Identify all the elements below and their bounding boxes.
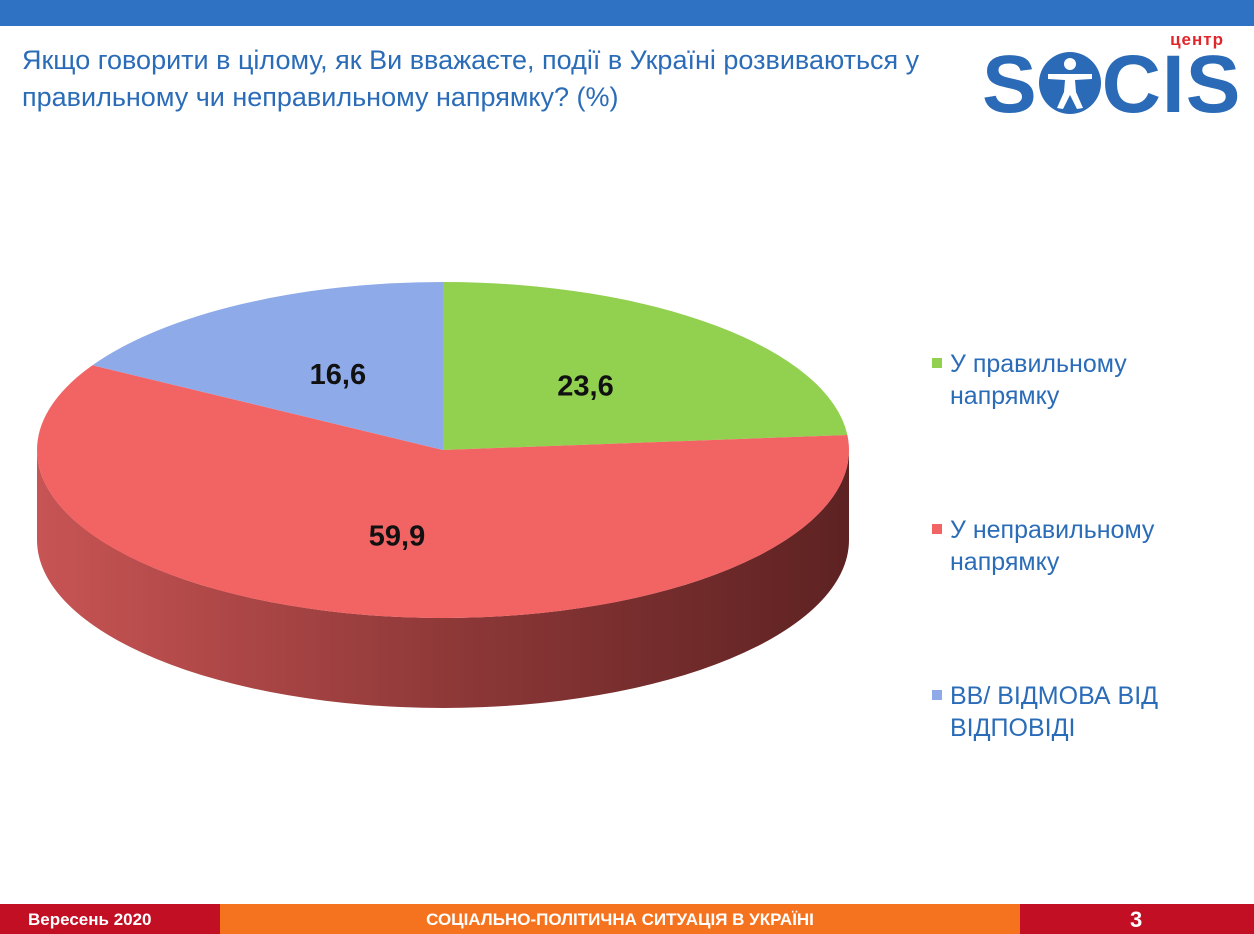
legend-label-line1: ВВ/ ВІДМОВА ВІД [950, 682, 1159, 710]
footer-section-title: СОЦІАЛЬНО-ПОЛІТИЧНА СИТУАЦІЯ В УКРАЇНІ [426, 910, 814, 929]
data-label-slice-no-answer: 16,6 [310, 359, 366, 391]
chart-title: Якщо говорити в цілому, як Ви вважаєте, … [22, 45, 920, 112]
slice-no-answer [92, 282, 444, 450]
slice-right-direction [443, 282, 848, 450]
footer-page-number: 3 [1130, 907, 1143, 932]
socis-logo: центр S CIS [982, 30, 1242, 130]
footer-date: Вересень 2020 [28, 910, 152, 929]
top-bar [0, 0, 1254, 26]
legend-swatch [932, 358, 942, 368]
legend-item-no-answer: ВВ/ ВІДМОВА ВІД ВІДПОВІДІ [930, 680, 1230, 790]
legend-item-right-direction: У правильному напрямку [930, 348, 1230, 458]
logo-wordmark: S CIS [982, 42, 1241, 128]
pie-data-labels: 23,6 59,9 16,6 [310, 359, 614, 552]
pie-slices [36, 282, 849, 619]
legend-swatch [932, 690, 942, 700]
legend-label-line2: ВІДПОВІДІ [950, 714, 1076, 742]
legend-label-line2: напрямку [950, 548, 1060, 576]
slice-wrong-direction [36, 365, 849, 619]
footer: Вересень 2020 СОЦІАЛЬНО-ПОЛІТИЧНА СИТУАЦ… [0, 904, 1254, 934]
legend-item-wrong-direction: У неправильному напрямку [930, 514, 1230, 624]
person-icon [1038, 52, 1101, 114]
legend: У правильному напрямку У неправильному нап… [930, 348, 1230, 742]
logo-letter-s: S [982, 39, 1038, 130]
legend-swatch [932, 524, 942, 534]
pie-chart: 23,6 59,9 16,6 [36, 282, 849, 708]
data-label-slice-right-direction: 23,6 [557, 371, 613, 403]
logo-letters-cis: CIS [1101, 39, 1242, 130]
legend-label-line2: напрямку [950, 382, 1060, 410]
pie-side-wall [37, 450, 849, 708]
logo-small-text: центр [1170, 30, 1224, 49]
legend-label-line1: У неправильному [950, 516, 1155, 544]
legend-label-line1: У правильному [950, 350, 1127, 378]
data-label-slice-wrong-direction: 59,9 [369, 520, 425, 552]
pie-side-wall-segment [37, 450, 849, 708]
